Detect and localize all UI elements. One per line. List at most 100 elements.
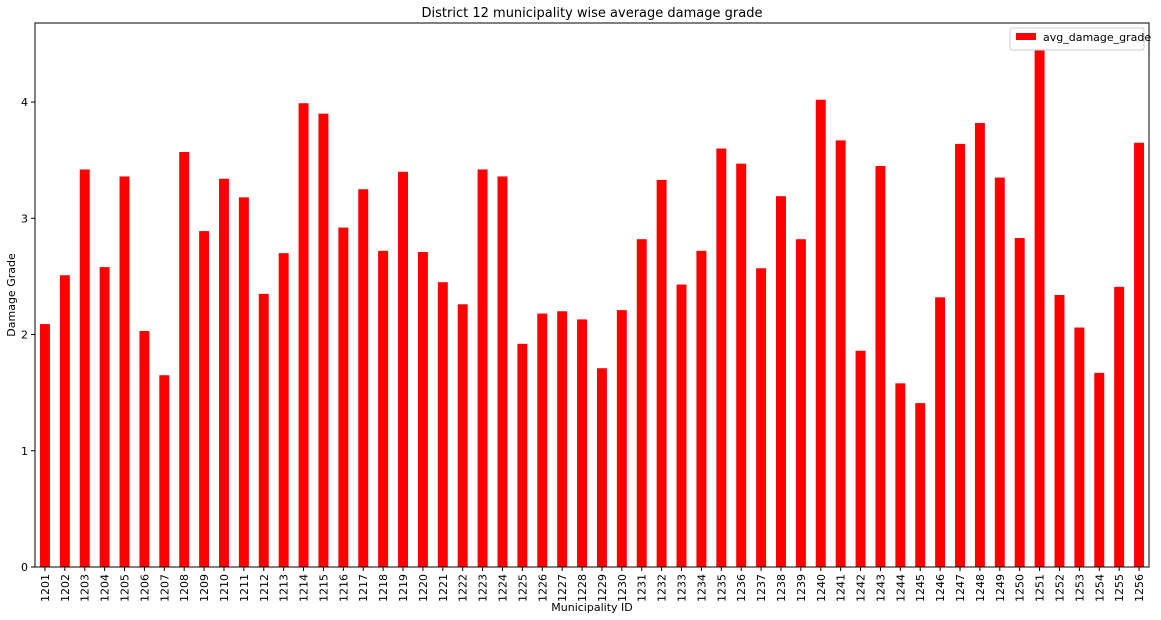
- legend: avg_damage_grade: [1009, 27, 1151, 51]
- bar-1221: [437, 282, 448, 567]
- x-tick-label: 1211: [238, 574, 251, 602]
- x-tick-label: 1205: [119, 574, 132, 602]
- x-tick-label: 1236: [735, 574, 748, 602]
- bar-1228: [577, 319, 588, 567]
- x-tick-label: 1249: [994, 574, 1007, 602]
- bar-1238: [776, 196, 786, 567]
- y-tick-label: 0: [21, 561, 28, 574]
- x-tick-label: 1233: [676, 574, 689, 602]
- x-tick-label: 1238: [775, 574, 788, 602]
- x-tick-label: 1244: [894, 574, 907, 602]
- x-tick-label: 1230: [616, 574, 629, 602]
- bar-1232: [656, 179, 667, 568]
- bar-1248: [974, 122, 985, 567]
- x-tick-label: 1203: [79, 574, 92, 602]
- x-tick-label: 1222: [457, 574, 470, 602]
- bar-1210: [219, 178, 229, 567]
- x-tick-label: 1229: [596, 574, 609, 602]
- bar-1219: [398, 171, 408, 568]
- plot-frame: [34, 22, 1150, 568]
- x-tick-label: 1228: [576, 574, 589, 602]
- chart-title: District 12 municipality wise average da…: [422, 6, 763, 21]
- bar-1254: [1094, 372, 1105, 567]
- bar-1220: [417, 251, 428, 568]
- x-tick-label: 1206: [138, 574, 151, 602]
- bar-1206: [139, 331, 150, 567]
- x-tick-label: 1246: [934, 574, 947, 602]
- y-tick-label: 3: [21, 212, 28, 225]
- x-tick-label: 1255: [1113, 574, 1126, 602]
- x-tick-label: 1215: [317, 574, 330, 602]
- x-tick-label: 1204: [99, 574, 112, 602]
- x-tick-label: 1252: [1053, 574, 1066, 602]
- bar-1208: [179, 152, 190, 567]
- bar-1216: [338, 227, 349, 567]
- x-tick-label: 1256: [1133, 574, 1146, 602]
- y-tick-label: 4: [21, 96, 28, 109]
- x-tick-label: 1232: [656, 574, 669, 602]
- y-tick-label: 1: [21, 445, 28, 458]
- x-tick-label: 1251: [1034, 574, 1047, 602]
- x-tick-label: 1254: [1093, 574, 1106, 602]
- x-tick-label: 1224: [496, 574, 509, 602]
- bar-1214: [298, 103, 309, 568]
- x-tick-label: 1240: [815, 574, 828, 602]
- bar-1202: [59, 275, 70, 567]
- bar-1241: [835, 140, 846, 567]
- bar-1251: [1034, 48, 1045, 567]
- bar-1204: [99, 267, 110, 567]
- x-tick-label: 1213: [278, 574, 291, 602]
- bar-1239: [795, 239, 806, 567]
- x-tick-label: 1247: [954, 574, 967, 602]
- x-tick-label: 1243: [874, 574, 887, 602]
- x-tick-label: 1227: [556, 574, 569, 602]
- x-axis: 1201 1202 1203 1204 1205 1206 1207 1208 1209 1210…: [39, 567, 1146, 602]
- bar-1218: [378, 250, 389, 567]
- bar-1240: [815, 99, 826, 567]
- bar-1253: [1074, 327, 1085, 567]
- bar-1224: [497, 176, 508, 567]
- bar-1256: [1134, 142, 1145, 568]
- x-tick-label: 1237: [755, 574, 768, 602]
- bar-1249: [994, 177, 1005, 567]
- x-tick-label: 1241: [835, 574, 848, 602]
- x-axis-title: Municipality ID: [551, 601, 632, 614]
- legend-swatch: [1016, 33, 1036, 40]
- bar-1255: [1114, 286, 1125, 567]
- x-tick-label: 1226: [536, 574, 549, 602]
- bars-layer: [39, 48, 1145, 568]
- bar-1246: [935, 297, 946, 567]
- x-tick-label: 1210: [218, 574, 231, 602]
- bar-1225: [517, 343, 528, 567]
- bar-1235: [716, 148, 727, 568]
- bar-1229: [596, 368, 607, 567]
- bar-1233: [676, 284, 687, 567]
- y-tick-label: 2: [21, 329, 28, 342]
- x-tick-label: 1202: [59, 574, 72, 602]
- x-tick-label: 1248: [974, 574, 987, 602]
- bar-1203: [79, 169, 90, 567]
- y-axis: 0 1 2 3 4: [21, 96, 35, 574]
- bar-1222: [457, 304, 468, 567]
- legend-label: avg_damage_grade: [1043, 31, 1151, 44]
- x-tick-label: 1220: [417, 574, 430, 602]
- x-tick-label: 1225: [516, 574, 529, 602]
- x-tick-label: 1207: [158, 574, 171, 602]
- bar-1215: [318, 113, 329, 568]
- x-tick-label: 1218: [377, 574, 390, 602]
- bar-1213: [278, 253, 289, 567]
- x-tick-label: 1245: [914, 574, 927, 602]
- bar-1252: [1054, 295, 1065, 567]
- bar-1245: [915, 403, 926, 567]
- bar-1217: [358, 189, 369, 567]
- x-tick-label: 1216: [337, 574, 350, 602]
- x-tick-label: 1253: [1073, 574, 1086, 602]
- x-tick-label: 1234: [695, 574, 708, 602]
- x-tick-label: 1217: [357, 574, 370, 602]
- y-axis-title: Damage Grade: [5, 253, 18, 337]
- x-tick-label: 1250: [1014, 574, 1027, 602]
- bar-1205: [119, 176, 130, 567]
- x-tick-label: 1212: [258, 574, 271, 602]
- x-tick-label: 1208: [178, 574, 191, 602]
